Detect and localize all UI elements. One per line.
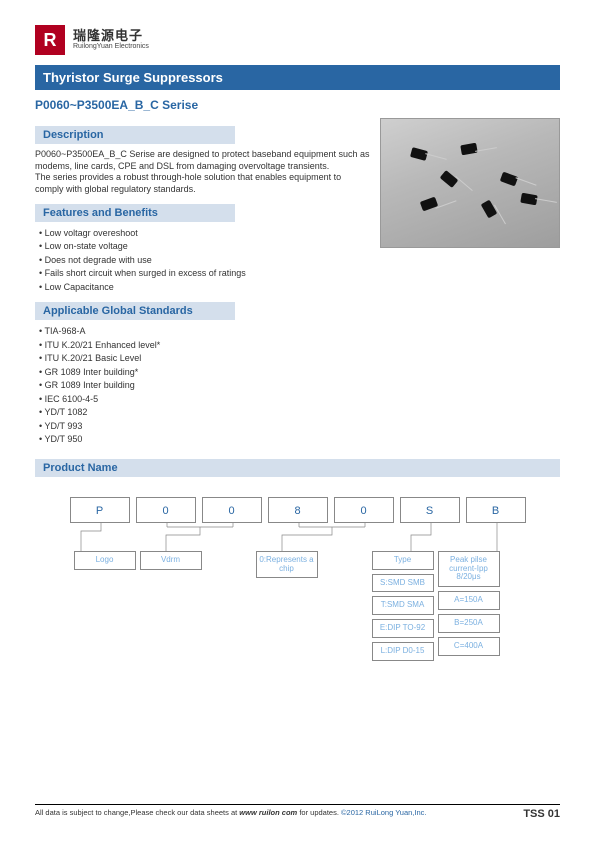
company-name-cn: 瑞隆源电子 bbox=[73, 29, 149, 43]
label-ipp-header: Peak pilse current-Ipp 8/20μs bbox=[438, 551, 500, 587]
title-bar: Thyristor Surge Suppressors bbox=[35, 65, 560, 90]
connector-lines bbox=[35, 523, 560, 551]
logo-icon: R bbox=[35, 25, 65, 55]
code-cell: B bbox=[466, 497, 526, 523]
label-row: Logo Vdrm 0:Represents a chip Type S:SMD… bbox=[65, 551, 530, 661]
footer-url: www ruilon com bbox=[239, 808, 297, 817]
label-ipp: B=250A bbox=[438, 614, 500, 633]
label-ipp: A=150A bbox=[438, 591, 500, 610]
standard-item: IEC 6100-4-5 bbox=[39, 393, 560, 407]
code-cell: S bbox=[400, 497, 460, 523]
subtitle: P0060~P3500EA_B_C Serise bbox=[35, 98, 560, 112]
standard-item: ITU K.20/21 Basic Level bbox=[39, 352, 560, 366]
description-p1: P0060~P3500EA_B_C Serise are designed to… bbox=[35, 149, 369, 171]
code-cell: 0 bbox=[334, 497, 394, 523]
label-type: E:DIP TO-92 bbox=[372, 619, 434, 638]
standard-item: GR 1089 Inter building bbox=[39, 379, 560, 393]
label-type: T:SMD SMA bbox=[372, 596, 434, 615]
product-image bbox=[380, 118, 560, 248]
footer-suffix: for updates. bbox=[299, 808, 341, 817]
page-header: R 瑞隆源电子 RuilongYuan Electronics bbox=[35, 25, 560, 55]
product-name-heading: Product Name bbox=[35, 459, 560, 477]
company-name-en: RuilongYuan Electronics bbox=[73, 43, 149, 51]
footer-text: All data is subject to change,Please che… bbox=[35, 808, 426, 820]
page-footer: All data is subject to change,Please che… bbox=[35, 804, 560, 820]
label-vdrm: Vdrm bbox=[140, 551, 202, 570]
standards-heading: Applicable Global Standards bbox=[35, 302, 235, 320]
label-type-header: Type bbox=[372, 551, 434, 570]
code-cell: 0 bbox=[202, 497, 262, 523]
description-text: P0060~P3500EA_B_C Serise are designed to… bbox=[35, 149, 370, 196]
logo-text: 瑞隆源电子 RuilongYuan Electronics bbox=[73, 29, 149, 51]
description-heading: Description bbox=[35, 126, 235, 144]
features-list: Low voltagr overeshoot Low on-state volt… bbox=[35, 227, 370, 295]
description-p2: The series provides a robust through-hol… bbox=[35, 172, 341, 194]
feature-item: Low on-state voltage bbox=[39, 240, 370, 254]
feature-item: Low Capacitance bbox=[39, 281, 370, 295]
feature-item: Does not degrade with use bbox=[39, 254, 370, 268]
description-row: Description P0060~P3500EA_B_C Serise are… bbox=[35, 118, 560, 294]
label-ipp: C=400A bbox=[438, 637, 500, 656]
standard-item: GR 1089 Inter building* bbox=[39, 366, 560, 380]
standard-item: YD/T 950 bbox=[39, 433, 560, 447]
standard-item: YD/T 1082 bbox=[39, 406, 560, 420]
standard-item: ITU K.20/21 Enhanced level* bbox=[39, 339, 560, 353]
product-name-diagram: P 0 0 8 0 S B Logo Vdrm 0:Represents a c… bbox=[35, 497, 560, 697]
label-chip: 0:Represents a chip bbox=[256, 551, 318, 579]
feature-item: Low voltagr overeshoot bbox=[39, 227, 370, 241]
standards-list: TIA-968-A ITU K.20/21 Enhanced level* IT… bbox=[35, 325, 560, 447]
label-logo: Logo bbox=[74, 551, 136, 570]
footer-prefix: All data is subject to change,Please che… bbox=[35, 808, 239, 817]
code-row: P 0 0 8 0 S B bbox=[65, 497, 530, 523]
label-type: S:SMD SMB bbox=[372, 574, 434, 593]
features-heading: Features and Benefits bbox=[35, 204, 235, 222]
footer-copyright: ©2012 RuiLong Yuan,Inc. bbox=[341, 808, 426, 817]
code-cell: 8 bbox=[268, 497, 328, 523]
standard-item: TIA-968-A bbox=[39, 325, 560, 339]
page-number: TSS 01 bbox=[523, 808, 560, 820]
label-type: L:DIP D0-15 bbox=[372, 642, 434, 661]
feature-item: Fails short circuit when surged in exces… bbox=[39, 267, 370, 281]
standard-item: YD/T 993 bbox=[39, 420, 560, 434]
code-cell: P bbox=[70, 497, 130, 523]
code-cell: 0 bbox=[136, 497, 196, 523]
